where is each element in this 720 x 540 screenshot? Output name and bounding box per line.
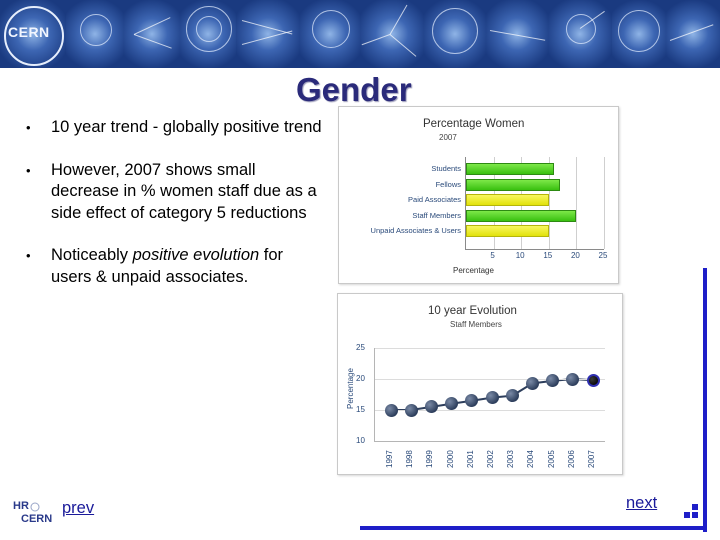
next-link[interactable]: next <box>626 494 658 512</box>
x-tick-label: 2007 <box>587 450 596 468</box>
cern-logo-text: CERN <box>8 24 50 40</box>
grid-line <box>375 410 605 411</box>
banner-image-tile <box>548 0 614 68</box>
y-axis-label: Percentage <box>346 368 355 409</box>
bullet-icon: • <box>26 162 31 178</box>
banner-image-tile <box>236 0 302 68</box>
bar <box>466 178 560 191</box>
y-tick-label: 15 <box>356 405 365 414</box>
y-tick-label: 10 <box>356 436 365 445</box>
bullet-icon: • <box>26 120 31 135</box>
bar <box>466 225 549 238</box>
x-tick-label: 25 <box>598 251 608 260</box>
grid-line <box>375 348 605 349</box>
x-tick-label: 10 <box>515 251 525 260</box>
data-point <box>384 403 398 417</box>
line-plot-area <box>374 348 605 442</box>
bullet-icon: • <box>26 248 31 263</box>
ten-year-evolution-chart: 10 year Evolution Staff Members Percenta… <box>337 293 623 475</box>
y-tick-label: 25 <box>356 343 365 352</box>
data-point <box>465 394 479 408</box>
corner-square-icon <box>692 504 698 510</box>
x-tick-label: 2004 <box>526 450 536 468</box>
data-point <box>505 389 519 403</box>
corner-square-icon <box>692 512 698 518</box>
x-tick-label: 2006 <box>566 450 576 468</box>
bullet-item: • However, 2007 shows small decrease in … <box>22 160 322 225</box>
hr-cern-logo: HR CERN <box>13 500 52 525</box>
data-point <box>404 403 418 417</box>
x-tick-label: 5 <box>490 251 495 260</box>
cern-logo-tile: CERN <box>0 0 68 68</box>
data-point <box>445 397 459 411</box>
x-tick-label: 1999 <box>425 450 435 468</box>
banner-image-tile <box>300 0 362 68</box>
data-point <box>586 373 600 387</box>
x-tick-label: 2003 <box>506 450 516 468</box>
frame-vertical-line <box>703 268 707 532</box>
banner-image-tile <box>360 0 426 68</box>
slide-title: Gender <box>296 71 412 108</box>
bullet-item: • Noticeably positive evolution for user… <box>22 245 322 288</box>
category-labels: Students Fellows Paid Associates Staff Memb… <box>339 157 461 249</box>
banner-image-tile <box>666 0 720 68</box>
category-label: Students <box>431 164 461 173</box>
banner-image-tile <box>66 0 126 68</box>
x-tick-label: 1997 <box>385 450 394 468</box>
category-label: Paid Associates <box>408 195 461 205</box>
header-banner: CERN <box>0 0 720 68</box>
bullet-text: Noticeably positive evolution for users … <box>51 246 284 286</box>
banner-image-tile <box>180 0 238 68</box>
x-tick-label: 20 <box>570 251 580 260</box>
frame-horizontal-line <box>360 526 706 530</box>
banner-image-tile <box>424 0 488 68</box>
data-point <box>525 376 539 390</box>
bullet-list: • 10 year trend - globally positive tren… <box>22 117 322 309</box>
chart-subtitle: 2007 <box>439 133 457 142</box>
x-tick-label: 2002 <box>486 450 495 468</box>
data-point <box>546 374 560 388</box>
svg-text:CERN: CERN <box>21 513 52 525</box>
bar-plot-area <box>465 157 605 250</box>
corner-square-icon <box>684 512 690 518</box>
x-tick-label: 15 <box>543 251 553 260</box>
x-tick-label: 2000 <box>445 450 455 468</box>
banner-image-tile <box>612 0 668 68</box>
chart-title: 10 year Evolution <box>428 305 517 317</box>
prev-link[interactable]: prev <box>62 499 95 517</box>
x-tick-label: 2005 <box>546 450 556 468</box>
y-tick-labels: 10 15 20 25 <box>356 343 372 445</box>
grid-line <box>548 157 550 249</box>
category-label: Staff Members <box>412 210 461 220</box>
bar <box>466 194 549 207</box>
percentage-women-chart: Percentage Women 2007 Students Fellows Pai… <box>338 106 619 284</box>
chart-title: Percentage Women <box>423 118 525 130</box>
chart-subtitle: Staff Members <box>450 320 502 329</box>
data-point <box>485 391 499 405</box>
x-tick-labels: 5 10 15 20 25 <box>465 251 607 263</box>
x-tick-label: 2001 <box>465 450 475 468</box>
bar <box>466 163 555 175</box>
bullet-text: 10 year trend - globally positive trend <box>51 118 322 136</box>
y-tick-label: 20 <box>356 374 365 383</box>
x-axis-label: Percentage <box>453 266 494 275</box>
bullet-item: • 10 year trend - globally positive tren… <box>22 117 322 139</box>
grid-line <box>576 157 578 249</box>
bar <box>466 209 577 222</box>
bullet-text: However, 2007 shows small decrease in % … <box>51 160 317 222</box>
banner-image-tile <box>486 0 550 68</box>
cern-logo-icon <box>4 6 64 66</box>
x-tick-label: 1998 <box>405 450 415 468</box>
svg-text:HR: HR <box>13 500 29 512</box>
data-point <box>566 372 580 386</box>
grid-line <box>604 157 605 249</box>
category-label: Fellows <box>435 179 461 189</box>
category-label: Unpaid Associates & Users <box>370 226 461 236</box>
banner-image-tile <box>124 0 182 68</box>
x-tick-labels: 1997 1998 1999 2000 2001 2002 2003 2004 2005 2006… <box>374 444 604 472</box>
data-point <box>424 400 438 414</box>
grid-line <box>375 379 605 380</box>
